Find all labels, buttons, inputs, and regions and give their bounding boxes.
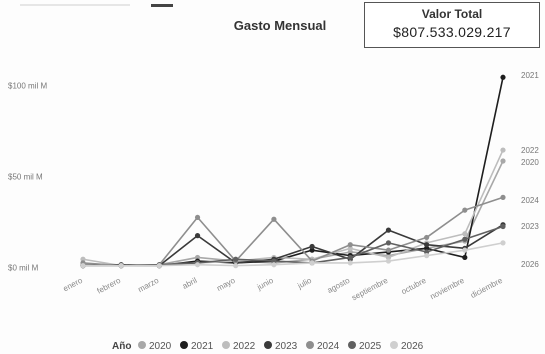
x-tick-label: julio <box>295 276 313 291</box>
legend-label-2024: 2024 <box>317 341 340 352</box>
legend-marker-2021 <box>180 341 188 349</box>
tab-active-marker <box>151 4 173 7</box>
data-point-2020 <box>347 249 353 255</box>
series-line-2026 <box>83 242 504 267</box>
data-point-2025 <box>424 249 430 255</box>
tab-indicator <box>20 4 173 7</box>
data-point-2023 <box>309 243 315 250</box>
data-point-2024 <box>462 207 468 213</box>
data-point-2026 <box>385 258 392 264</box>
series-end-label: 2023 <box>521 222 539 231</box>
series-end-label: 2024 <box>521 196 539 205</box>
x-tick-label: marzo <box>136 276 160 295</box>
x-tick-label: abril <box>181 276 199 291</box>
y-tick-label: $50 mil M <box>8 173 43 182</box>
x-tick-label: diciembre <box>469 276 504 300</box>
data-point-2026 <box>271 262 277 268</box>
data-point-2026 <box>156 263 162 269</box>
tab-track <box>20 4 130 6</box>
data-point-2023 <box>194 233 201 239</box>
data-point-2023 <box>385 227 392 233</box>
data-point-2021 <box>462 254 468 261</box>
series-end-label: 2022 <box>521 146 539 155</box>
data-point-2026 <box>233 263 239 269</box>
data-point-2025 <box>271 258 277 264</box>
legend-marker-2023 <box>264 341 272 349</box>
data-point-2024 <box>347 242 353 248</box>
data-point-2022 <box>500 147 506 153</box>
data-point-2025 <box>462 236 468 242</box>
legend-label-2020: 2020 <box>149 341 172 352</box>
data-point-2021 <box>309 247 315 253</box>
legend-label-2025: 2025 <box>359 341 382 352</box>
total-value-card: Valor Total $807.533.029.217 <box>364 2 540 48</box>
legend-label-2022: 2022 <box>233 341 256 352</box>
series-end-label: 2020 <box>521 158 539 167</box>
data-point-2025 <box>500 223 506 230</box>
legend-marker-2022 <box>222 341 230 349</box>
data-point-2025 <box>233 256 239 262</box>
data-point-2026 <box>118 263 124 269</box>
total-value-amount: $807.533.029.217 <box>393 24 511 40</box>
legend-label-2021: 2021 <box>191 341 214 352</box>
y-tick-label: $0 mil M <box>8 264 39 273</box>
series-end-label: 2021 <box>521 71 539 80</box>
data-point-2025 <box>347 254 353 261</box>
series-line-2021 <box>83 77 504 267</box>
data-point-2021 <box>424 245 430 251</box>
series-end-label: 2026 <box>521 260 539 269</box>
legend-marker-2026 <box>390 341 398 349</box>
data-point-2026 <box>194 262 201 268</box>
data-point-2026 <box>424 253 430 259</box>
data-point-2022 <box>80 256 86 262</box>
y-tick-label: $100 mil M <box>8 82 47 91</box>
data-point-2023 <box>424 242 430 248</box>
data-point-2022 <box>385 254 392 261</box>
x-tick-label: febrero <box>96 276 123 296</box>
data-point-2025 <box>385 240 392 246</box>
series-line-2020 <box>82 160 504 267</box>
data-point-2026 <box>309 260 315 266</box>
x-tick-label: enero <box>62 276 85 294</box>
legend-title: Año <box>112 341 131 352</box>
data-point-2024 <box>424 234 430 241</box>
data-point-2022 <box>462 231 468 237</box>
x-tick-label: septiembre <box>350 276 390 303</box>
x-tick-label: noviembre <box>429 276 467 302</box>
data-point-2024 <box>271 216 277 222</box>
x-tick-label: agosto <box>326 276 352 295</box>
chart-title: Gasto Mensual <box>233 18 327 33</box>
legend-marker-2020 <box>138 341 146 349</box>
total-value-label: Valor Total <box>421 7 483 21</box>
data-point-2026 <box>347 260 353 266</box>
x-tick-label: mayo <box>215 276 237 293</box>
x-tick-label: octubre <box>400 276 428 297</box>
data-point-2021 <box>500 74 506 80</box>
data-point-2026 <box>500 240 506 246</box>
data-point-2022 <box>347 245 353 251</box>
x-tick-label: junio <box>255 276 276 293</box>
data-point-2020 <box>500 158 506 164</box>
data-point-2026 <box>462 247 468 253</box>
legend-marker-2025 <box>348 341 356 349</box>
legend-marker-2024 <box>306 341 314 349</box>
data-point-2024 <box>385 247 392 253</box>
legend-label-2023: 2023 <box>275 341 298 352</box>
data-point-2024 <box>194 214 201 221</box>
data-point-2024 <box>500 194 506 200</box>
data-point-2026 <box>80 263 86 269</box>
data-point-2020 <box>194 254 201 261</box>
legend-label-2026: 2026 <box>401 341 424 352</box>
